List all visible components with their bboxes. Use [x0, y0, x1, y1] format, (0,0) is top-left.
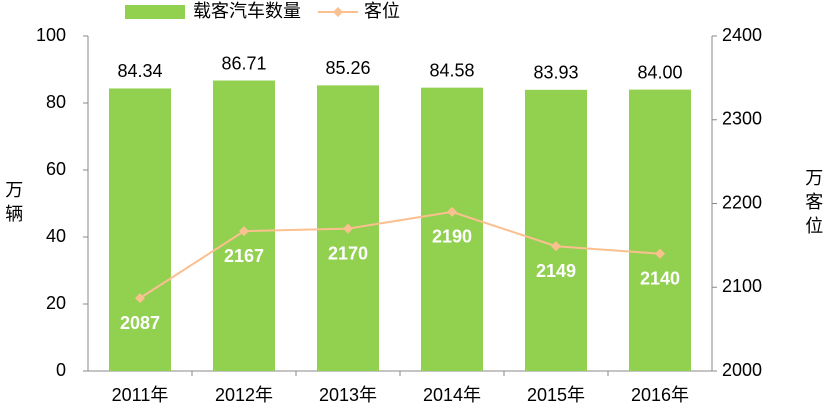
x-tick-label: 2015年 [527, 385, 585, 405]
y2-axis-title: 万客位 [803, 168, 823, 240]
bar [629, 89, 691, 371]
legend-label: 客位 [364, 1, 400, 21]
legend-label: 载客汽车数量 [193, 1, 301, 21]
legend-swatch [125, 5, 185, 19]
bar-value-label: 85.26 [325, 58, 370, 78]
x-tick-label: 2013年 [319, 385, 377, 405]
line [139, 210, 661, 299]
bar-value-label: 84.58 [429, 60, 474, 80]
y2-tick-label: 2200 [722, 192, 762, 212]
x-tick-label: 2011年 [112, 385, 169, 405]
line-value-label: 2087 [120, 313, 160, 333]
line-marker [135, 293, 145, 304]
line-value-label: 2140 [640, 269, 680, 289]
y-tick-label: 80 [46, 92, 66, 112]
bar-value-label: 84.00 [637, 62, 682, 82]
y-tick-label: 40 [46, 226, 66, 246]
line-marker [239, 226, 249, 237]
x-tick-label: 2012年 [215, 385, 273, 405]
y-tick-label: 100 [36, 25, 66, 45]
line-marker [655, 248, 665, 259]
line-value-label: 2190 [432, 227, 472, 247]
line-marker [343, 223, 353, 234]
bar [109, 88, 171, 371]
x-tick-label: 2014年 [423, 385, 481, 405]
x-tick-label: 2016年 [631, 385, 689, 405]
bar [213, 80, 275, 372]
line-value-label: 2167 [224, 246, 264, 266]
y2-tick-label: 2300 [722, 109, 762, 129]
bar-value-label: 83.93 [533, 63, 578, 83]
y2-tick-label: 2400 [722, 25, 762, 45]
legend-marker [333, 7, 343, 17]
line-value-label: 2170 [328, 243, 368, 263]
line-value-label: 2149 [536, 261, 576, 281]
bar [525, 89, 587, 371]
y2-tick-label: 2100 [722, 276, 762, 296]
y-axis-title: 万辆 [3, 180, 23, 228]
y2-tick-label: 2000 [722, 360, 762, 380]
y-tick-label: 20 [46, 293, 66, 313]
bar-value-label: 86.71 [221, 53, 266, 73]
y-tick-label: 0 [56, 360, 66, 380]
bar [421, 87, 483, 372]
line-marker [551, 241, 561, 252]
bar-value-label: 84.34 [117, 61, 162, 81]
line-marker [447, 206, 457, 217]
y-tick-label: 60 [46, 159, 66, 179]
